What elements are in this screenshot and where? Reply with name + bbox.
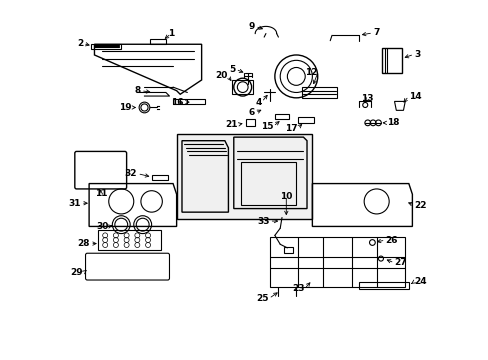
Bar [246, 118, 255, 126]
Bar [176, 134, 312, 219]
Text: 25: 25 [256, 294, 268, 303]
Text: 8: 8 [134, 86, 141, 95]
Text: 31: 31 [68, 199, 81, 208]
Text: 9: 9 [248, 22, 255, 31]
Bar [358, 282, 408, 289]
Text: 10: 10 [280, 192, 292, 201]
Text: 18: 18 [386, 118, 399, 127]
Text: 28: 28 [78, 239, 90, 248]
Text: 32: 32 [124, 169, 137, 178]
Bar [274, 114, 288, 119]
Text: 11: 11 [95, 189, 107, 198]
Text: 1: 1 [168, 29, 174, 38]
Text: 4: 4 [255, 98, 261, 107]
Text: 30: 30 [96, 222, 108, 231]
Text: 27: 27 [394, 258, 407, 267]
Text: 12: 12 [305, 68, 317, 77]
Text: 19: 19 [119, 103, 131, 112]
Text: 21: 21 [224, 120, 237, 129]
Text: 2: 2 [77, 39, 83, 48]
Text: 26: 26 [385, 235, 397, 244]
Text: 22: 22 [413, 201, 426, 210]
Bar [173, 99, 205, 104]
Bar [283, 247, 292, 253]
Text: 15: 15 [260, 122, 272, 131]
Text: 7: 7 [372, 28, 379, 37]
Text: 29: 29 [70, 268, 83, 277]
Text: 16: 16 [171, 98, 183, 107]
Bar [151, 175, 167, 180]
Text: 13: 13 [361, 94, 373, 103]
Text: 20: 20 [215, 71, 227, 80]
Text: 24: 24 [413, 277, 426, 286]
Text: 23: 23 [291, 284, 304, 293]
Text: 6: 6 [248, 108, 255, 117]
Bar [98, 230, 160, 249]
Text: 17: 17 [284, 124, 297, 133]
Bar [241, 162, 296, 205]
Text: 3: 3 [413, 50, 420, 59]
Text: 14: 14 [408, 91, 421, 100]
Text: 5: 5 [229, 65, 235, 74]
Text: 33: 33 [257, 217, 269, 226]
Bar [298, 117, 313, 123]
